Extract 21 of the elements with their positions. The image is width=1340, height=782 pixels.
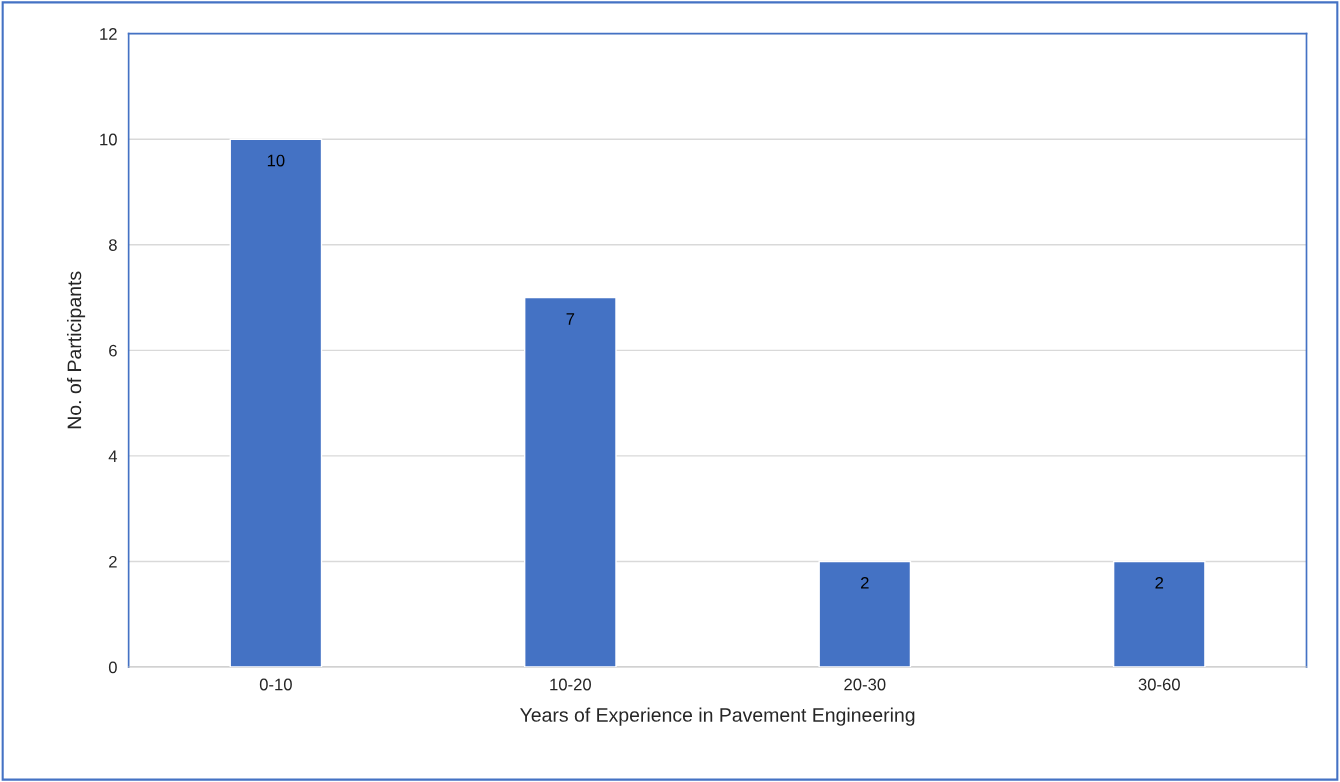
y-tick-label: 10 [100,133,117,146]
x-tick-label: 10-20 [550,678,591,691]
y-tick-label: 2 [109,555,117,568]
y-tick-label: 4 [108,450,118,462]
x-tick-label: 20-30 [844,678,886,691]
x-tick-label: 0-10 [259,678,292,691]
bar [229,138,323,668]
data-label: 2 [1155,576,1164,589]
data-label: 10 [267,154,285,167]
y-tick-label: 12 [100,28,117,40]
data-label: 2 [861,576,869,589]
x-tick-label: 30-60 [1138,678,1180,691]
bar [524,296,617,668]
x-axis-title: Years of Experience in Pavement Engineering [520,707,915,726]
y-tick-label: 6 [109,344,117,357]
y-tick-label: 8 [108,239,117,251]
data-label: 7 [566,313,575,325]
y-tick-label: 0 [108,661,117,674]
y-axis-title: No. of Participants [66,271,86,429]
bar [818,560,912,668]
bar [1112,560,1206,668]
